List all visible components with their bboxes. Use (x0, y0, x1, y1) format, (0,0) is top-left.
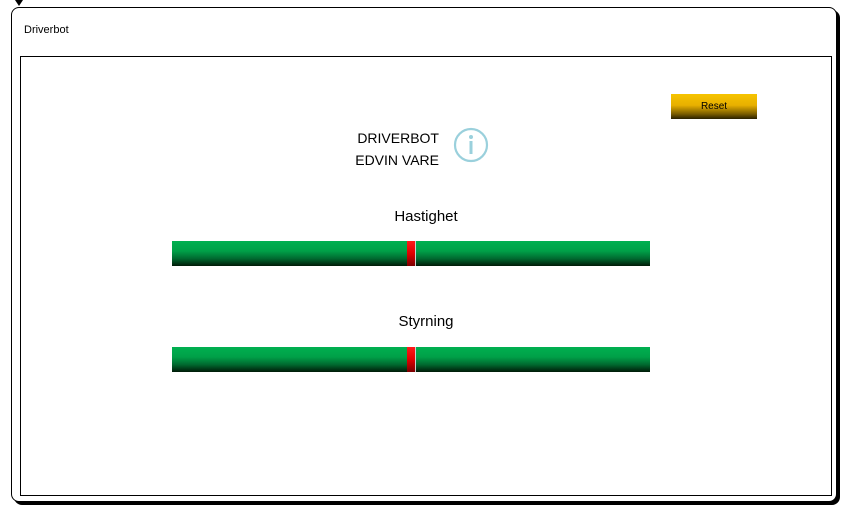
speed-slider[interactable] (172, 241, 650, 266)
app-name-line1: DRIVERBOT (357, 130, 439, 146)
main-panel: Reset DRIVERBOT EDVIN VARE Hastighet Sty… (20, 56, 832, 496)
info-icon[interactable] (453, 127, 489, 163)
window-title: Driverbot (24, 24, 69, 36)
steering-slider-thumb[interactable] (407, 347, 416, 372)
speed-slider-thumb[interactable] (407, 241, 416, 266)
window-corner-marker (15, 0, 23, 6)
steering-slider[interactable] (172, 347, 650, 372)
steering-slider-label: Styrning (398, 313, 454, 330)
reset-button[interactable]: Reset (671, 94, 757, 119)
app-window: Driverbot Reset DRIVERBOT EDVIN VARE Has… (11, 7, 837, 502)
app-name-line2: EDVIN VARE (355, 152, 439, 168)
app-name-block: DRIVERBOT EDVIN VARE (321, 127, 439, 171)
speed-slider-label: Hastighet (394, 208, 458, 225)
